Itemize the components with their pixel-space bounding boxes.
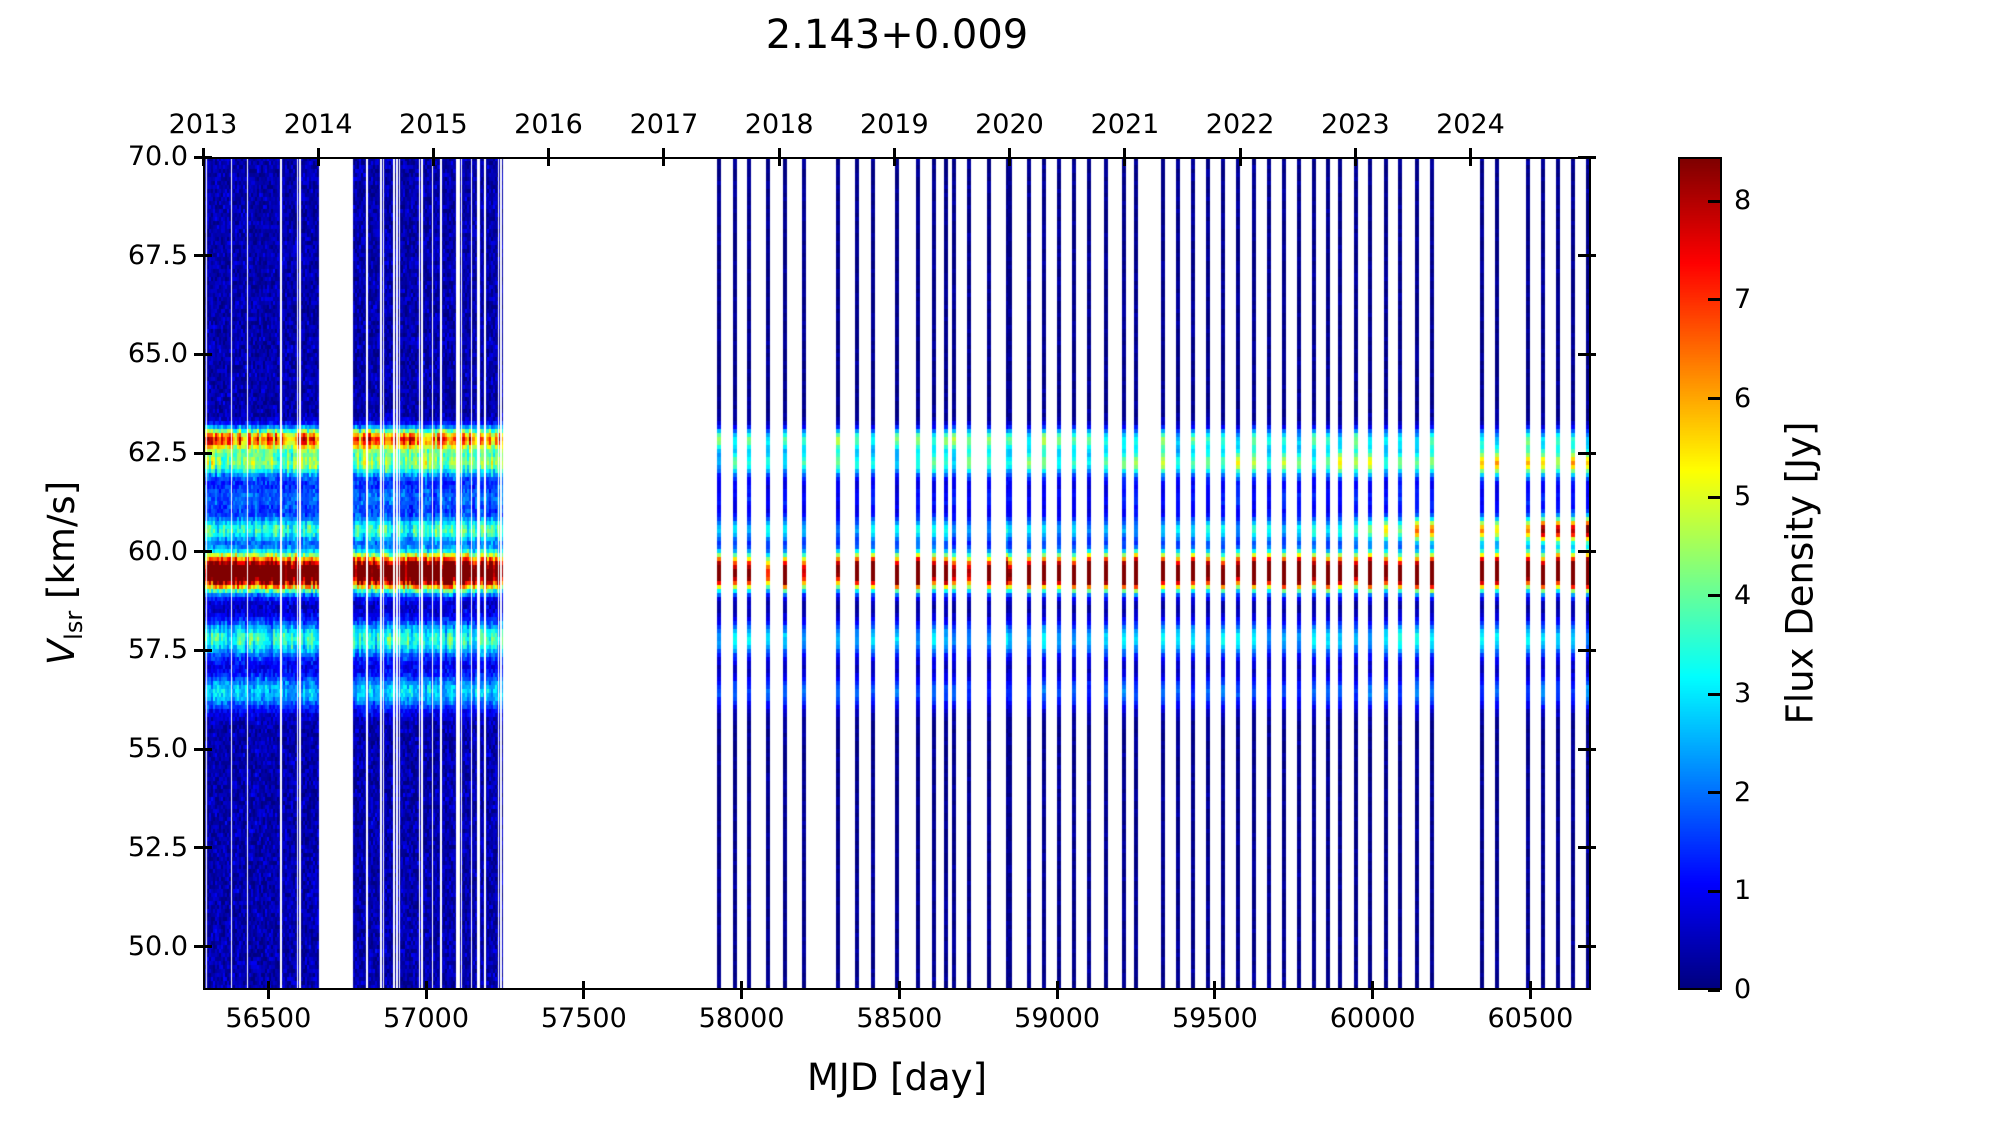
x-axis-tick-label: 57500: [540, 1003, 627, 1034]
top-axis-year-label: 2020: [975, 109, 1044, 140]
x-axis-tick-label: 59500: [1171, 1003, 1258, 1034]
colorbar-tick: [1708, 988, 1720, 992]
colorbar-canvas: [1680, 159, 1720, 988]
right-axis-tick: [1578, 254, 1596, 258]
top-axis-year-label: 2021: [1090, 109, 1160, 140]
right-axis-tick: [1578, 945, 1596, 949]
top-axis-year-label: 2022: [1205, 109, 1275, 140]
y-axis-tick-label: 57.5: [127, 634, 188, 666]
right-axis-tick: [1578, 846, 1596, 850]
colorbar-tick-label: 5: [1734, 481, 1752, 513]
colorbar-tick-label: 7: [1734, 283, 1752, 315]
x-axis-tick: [1055, 981, 1059, 999]
spectrum-heatmap-canvas: [203, 157, 1591, 990]
right-axis-tick: [1578, 155, 1596, 159]
colorbar-tick: [1708, 495, 1720, 499]
y-axis-tick-label: 67.5: [127, 239, 188, 271]
top-axis-tick: [1468, 148, 1472, 166]
colorbar-tick: [1708, 791, 1720, 795]
x-axis-label: MJD [day]: [806, 1056, 987, 1099]
right-axis-tick: [1578, 550, 1596, 554]
colorbar-tick: [1708, 397, 1720, 401]
x-axis-tick-label: 58000: [698, 1003, 785, 1034]
x-axis-tick-label: 60500: [1487, 1003, 1574, 1034]
y-axis-tick-label: 50.0: [127, 930, 188, 962]
y-axis-tick: [194, 352, 212, 356]
top-axis-tick: [316, 148, 320, 166]
top-axis-tick: [662, 148, 666, 166]
top-axis-tick: [1353, 148, 1357, 166]
top-axis-tick: [431, 148, 435, 166]
colorbar-tick-label: 6: [1734, 382, 1752, 414]
top-axis-year-label: 2018: [744, 109, 814, 140]
x-axis-tick: [740, 981, 744, 999]
top-axis-year-label: 2016: [514, 109, 583, 140]
x-axis-tick: [424, 981, 428, 999]
colorbar-tick: [1708, 298, 1720, 302]
x-axis-tick: [1213, 981, 1217, 999]
y-axis-tick: [194, 451, 212, 455]
top-axis-year-label: 2024: [1436, 109, 1505, 140]
y-axis-tick-label: 65.0: [127, 338, 188, 370]
top-axis-year-label: 2015: [398, 109, 468, 140]
top-axis-tick: [1238, 148, 1242, 166]
y-axis-tick: [194, 155, 212, 159]
colorbar-tick-label: 0: [1734, 974, 1752, 1005]
top-axis-year-label: 2014: [283, 109, 353, 140]
colorbar-tick-label: 2: [1734, 776, 1752, 808]
colorbar-tick: [1708, 889, 1720, 893]
y-axis-tick-label: 60.0: [127, 535, 188, 567]
top-axis-year-label: 2023: [1320, 109, 1390, 140]
right-axis-tick: [1578, 451, 1596, 455]
top-axis-tick: [1123, 148, 1127, 166]
y-axis-tick: [194, 648, 212, 652]
top-axis-year-label: 2013: [168, 109, 238, 140]
x-axis-tick: [1528, 981, 1532, 999]
y-axis-tick: [194, 550, 212, 554]
top-axis-year-label: 2017: [629, 109, 699, 140]
y-axis-tick: [194, 747, 212, 751]
y-axis-tick-label: 62.5: [127, 437, 188, 469]
top-axis-tick: [1007, 148, 1011, 166]
colorbar-tick-label: 8: [1734, 185, 1752, 217]
colorbar: [1678, 157, 1722, 990]
colorbar-tick-label: 1: [1734, 875, 1752, 907]
colorbar-tick-label: 4: [1734, 579, 1752, 611]
top-axis-tick: [547, 148, 550, 166]
y-axis-tick: [194, 945, 212, 949]
right-axis-tick: [1578, 648, 1596, 652]
x-axis-tick-label: 58500: [856, 1003, 943, 1034]
right-axis-tick: [1578, 352, 1596, 356]
x-axis-tick-label: 59000: [1014, 1003, 1101, 1034]
y-axis-tick-label: 52.5: [127, 831, 188, 863]
x-axis-tick-label: 56500: [225, 1003, 312, 1034]
x-axis-tick: [582, 981, 586, 999]
top-axis-tick: [892, 148, 896, 166]
plot-title: 2.143+0.009: [765, 12, 1029, 58]
x-axis-tick-label: 60000: [1329, 1003, 1416, 1034]
x-axis-tick: [1371, 981, 1375, 999]
y-axis-tick-label: 70.0: [127, 141, 188, 172]
y-axis-tick: [194, 846, 212, 850]
top-axis-year-label: 2019: [859, 109, 929, 140]
x-axis-tick-label: 57000: [383, 1003, 470, 1034]
colorbar-tick-label: 3: [1734, 678, 1752, 710]
colorbar-tick: [1708, 692, 1720, 696]
colorbar-tick: [1708, 199, 1720, 203]
x-axis-tick: [897, 981, 901, 999]
y-axis-tick-label: 55.0: [127, 733, 188, 765]
top-axis-tick: [777, 148, 781, 166]
right-axis-tick: [1578, 747, 1596, 751]
x-axis-tick: [266, 981, 270, 999]
colorbar-tick: [1708, 594, 1720, 598]
y-axis-tick: [194, 254, 212, 258]
